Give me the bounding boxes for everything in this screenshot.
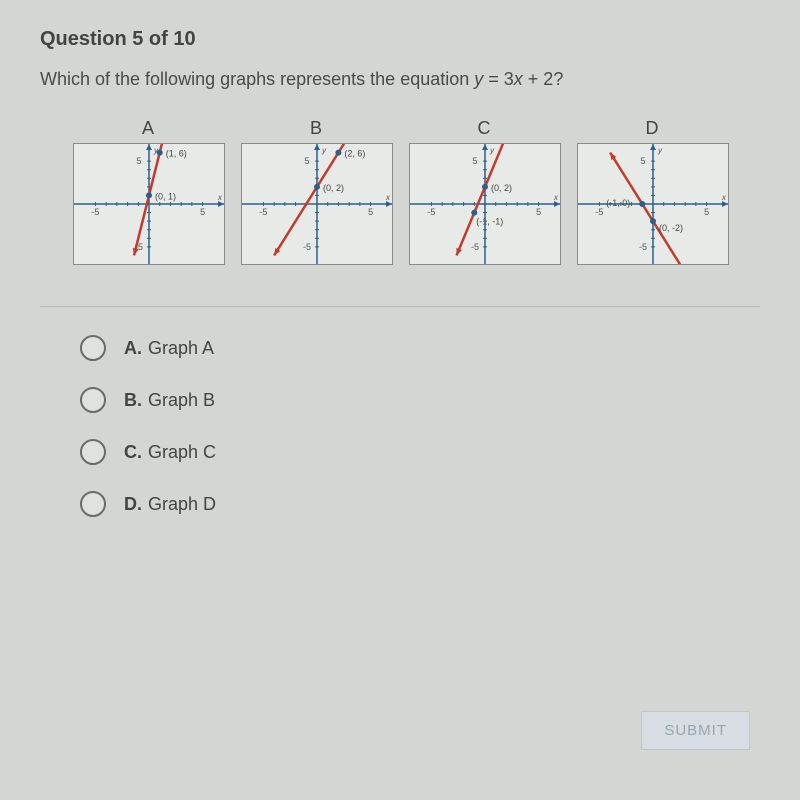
svg-text:5: 5 — [368, 207, 373, 217]
svg-text:5: 5 — [472, 156, 477, 166]
svg-text:5: 5 — [640, 156, 645, 166]
question-prompt: Which of the following graphs represents… — [40, 69, 760, 90]
graph-label-b: B — [241, 118, 391, 139]
radio-icon[interactable] — [80, 335, 106, 361]
svg-text:-5: -5 — [471, 242, 479, 252]
eq-x: x — [514, 69, 523, 89]
svg-text:5: 5 — [704, 207, 709, 217]
svg-text:y: y — [489, 146, 495, 155]
option-letter: C. — [124, 442, 142, 463]
divider — [40, 306, 760, 307]
svg-text:(-1, -1): (-1, -1) — [476, 217, 503, 227]
graph-label-d: D — [577, 118, 727, 139]
graph-d: -5 5 5 -5 x y (-1, 0) (0, -2) — [577, 143, 729, 265]
graph-c: -5 5 5 -5 x y (0, 2) (-1, -1) — [409, 143, 561, 265]
submit-button[interactable]: SUBMIT — [641, 711, 750, 750]
prompt-text: Which of the following graphs represents… — [40, 69, 474, 89]
option-letter: D. — [124, 494, 142, 515]
radio-icon[interactable] — [80, 491, 106, 517]
option-text: Graph D — [148, 494, 216, 515]
svg-text:(-1, 0): (-1, 0) — [606, 198, 630, 208]
option-d[interactable]: D. Graph D — [80, 491, 760, 517]
option-text: Graph C — [148, 442, 216, 463]
svg-text:5: 5 — [304, 156, 309, 166]
question-number: Question 5 of 10 — [40, 28, 760, 51]
svg-text:5: 5 — [536, 207, 541, 217]
option-text: Graph B — [148, 390, 215, 411]
eq-mid: = 3 — [483, 69, 514, 89]
option-letter: B. — [124, 390, 142, 411]
option-c[interactable]: C. Graph C — [80, 439, 760, 465]
answer-options: A. Graph A B. Graph B C. Graph C D. Grap… — [80, 335, 760, 517]
radio-icon[interactable] — [80, 439, 106, 465]
graph-b: -5 5 5 -5 x y (0, 2) (2, 6) — [241, 143, 393, 265]
eq-y: y — [474, 69, 483, 89]
svg-text:x: x — [721, 193, 727, 202]
svg-text:(0, 1): (0, 1) — [155, 191, 176, 201]
svg-text:-5: -5 — [303, 242, 311, 252]
graph-label-c: C — [409, 118, 559, 139]
svg-text:-5: -5 — [91, 207, 99, 217]
svg-text:-5: -5 — [595, 207, 603, 217]
radio-icon[interactable] — [80, 387, 106, 413]
graph-col-d: D -5 5 5 -5 x y (-1, 0) (0, -2) — [577, 118, 727, 270]
graph-row: A -5 5 5 -5 x y (0, 1) (1, 6) B -5 5 5 -5 x y (0, 2) (… — [40, 118, 760, 270]
graph-col-c: C -5 5 5 -5 x y (0, 2) (-1, -1) — [409, 118, 559, 270]
graph-a: -555-5xy(0, 1)(1, 6) — [73, 143, 225, 265]
svg-text:y: y — [321, 146, 327, 155]
graph-label-a: A — [73, 118, 223, 139]
svg-text:(0, -2): (0, -2) — [659, 223, 683, 233]
svg-text:x: x — [553, 193, 559, 202]
option-a[interactable]: A. Graph A — [80, 335, 760, 361]
svg-text:x: x — [217, 193, 223, 202]
svg-text:(0, 2): (0, 2) — [491, 183, 512, 193]
svg-text:y: y — [657, 146, 663, 155]
svg-text:(0, 2): (0, 2) — [323, 183, 344, 193]
svg-text:-5: -5 — [427, 207, 435, 217]
option-letter: A. — [124, 338, 142, 359]
svg-text:-5: -5 — [259, 207, 267, 217]
eq-end: + 2? — [523, 69, 564, 89]
svg-text:x: x — [385, 193, 391, 202]
svg-text:(1, 6): (1, 6) — [166, 149, 187, 159]
graph-col-a: A -555-5xy(0, 1)(1, 6) — [73, 118, 223, 270]
graph-col-b: B -5 5 5 -5 x y (0, 2) (2, 6) — [241, 118, 391, 270]
svg-text:5: 5 — [136, 156, 141, 166]
svg-text:(2, 6): (2, 6) — [344, 149, 365, 159]
svg-text:5: 5 — [200, 207, 205, 217]
option-b[interactable]: B. Graph B — [80, 387, 760, 413]
svg-text:-5: -5 — [639, 242, 647, 252]
option-text: Graph A — [148, 338, 214, 359]
